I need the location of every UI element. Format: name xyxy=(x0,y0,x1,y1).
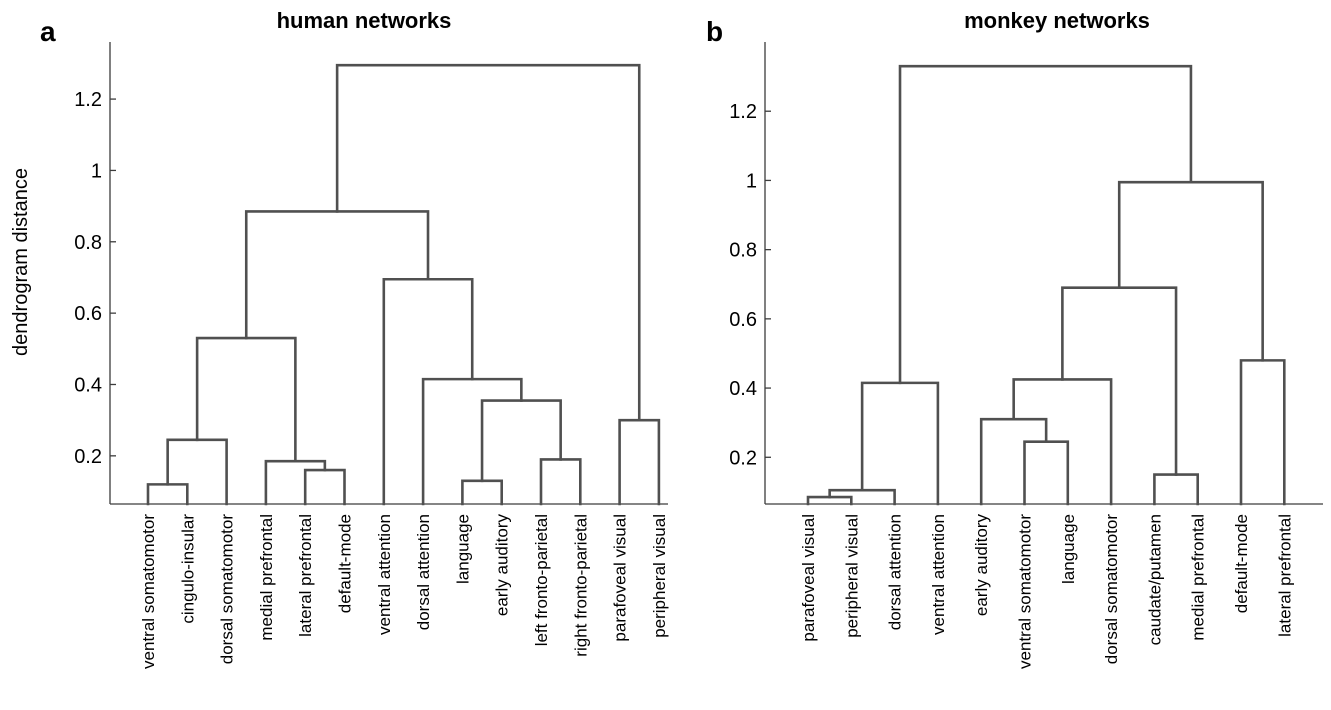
panel-a-link xyxy=(166,438,228,506)
panel-a-link xyxy=(421,377,523,506)
panel-a-link xyxy=(382,277,474,506)
panel-a-y-tick-label: 0.4 xyxy=(74,374,102,396)
panel-b-link xyxy=(898,64,1193,385)
panel-b-leaf-label: dorsal attention xyxy=(886,514,905,630)
panel-b-leaf-label: peripheral visual xyxy=(842,514,861,638)
panel-b-leaf-labels: parafoveal visual peripheral visual dorsal… xyxy=(799,514,1294,669)
panel-b-letter: b xyxy=(706,16,723,47)
panel-b-link xyxy=(1153,473,1199,506)
panel-b-y-tick-label: 0.4 xyxy=(729,378,757,400)
panel-a-leaf-label: right fronto-parietal xyxy=(571,514,590,657)
panel-b-axes: 0.2 0.4 0.6 0.8 1 1.2 xyxy=(729,42,1323,505)
panel-b-y-tick-label: 0.2 xyxy=(729,447,757,469)
panel-a-leaf-label: parafoveal visual xyxy=(611,514,630,642)
panel-b-leaf-label: ventral attention xyxy=(929,514,948,635)
panel-a-leaf-labels: ventral somatomotor cingulo-insular dorsal… xyxy=(139,514,669,669)
panel-b-leaf-label: language xyxy=(1059,514,1078,584)
panel-b-y-tick-label: 1 xyxy=(746,170,757,192)
panel-a: a human networks dendrogram distance 0.2… xyxy=(10,8,669,669)
panel-b-leaf-label: ventral somatomotor xyxy=(1016,514,1035,669)
panel-a-axes: 0.2 0.4 0.6 0.8 1 1.2 xyxy=(74,42,668,505)
panel-b-link xyxy=(979,417,1048,506)
panel-a-leaf-label: cingulo-insular xyxy=(178,514,197,624)
panel-b-link xyxy=(1023,440,1070,506)
panel-a-y-tick-label: 0.8 xyxy=(74,232,102,254)
panel-a-letter: a xyxy=(40,16,56,47)
panel-a-link xyxy=(303,468,346,506)
panel-a-title: human networks xyxy=(277,8,452,33)
panel-a-leaf-label: medial prefrontal xyxy=(257,514,276,641)
panel-a-leaf-label: ventral somatomotor xyxy=(139,514,158,669)
panel-b-leaf-label: dorsal somatomotor xyxy=(1102,514,1121,665)
panel-b-leaf-label: default-mode xyxy=(1232,514,1251,613)
panel-a-y-tick-label: 0.2 xyxy=(74,446,102,468)
panel-b-link xyxy=(1061,286,1178,476)
panel-b-y-tick-label: 0.6 xyxy=(729,309,757,331)
panel-b-link xyxy=(860,381,940,506)
panel-a-y-tick-label: 1.2 xyxy=(74,89,102,111)
panel-b-links xyxy=(806,64,1286,506)
panel-b-y-tick-label: 0.8 xyxy=(729,240,757,262)
panel-b-leaf-label: lateral prefrontal xyxy=(1275,514,1294,637)
panel-a-y-tick-label: 1 xyxy=(91,160,102,182)
panel-b-leaf-label: parafoveal visual xyxy=(799,514,818,642)
panel-a-leaf-label: lateral prefrontal xyxy=(296,514,315,637)
panel-b-leaf-label: early auditory xyxy=(972,514,991,617)
panel-a-links xyxy=(146,63,661,506)
panel-a-link xyxy=(461,479,503,506)
panel-b: b monkey networks 0.2 0.4 0.6 0.8 1 1.2 paraf… xyxy=(706,8,1323,669)
panel-a-link xyxy=(146,483,189,506)
panel-a-leaf-label: peripheral visual xyxy=(650,514,669,638)
panel-a-leaf-label: language xyxy=(453,514,472,584)
panel-a-leaf-label: ventral attention xyxy=(375,514,394,635)
panel-a-link xyxy=(264,459,327,506)
panel-b-link xyxy=(1239,359,1286,506)
panel-a-link xyxy=(195,336,297,463)
panel-a-link xyxy=(244,210,430,340)
panel-a-link xyxy=(618,418,661,506)
panel-a-leaf-label: dorsal attention xyxy=(414,514,433,630)
panel-a-link xyxy=(335,63,641,422)
panel-a-link xyxy=(480,399,562,483)
panel-a-link xyxy=(539,458,582,506)
panel-b-y-tick-label: 1.2 xyxy=(729,101,757,123)
panel-b-title: monkey networks xyxy=(964,8,1150,33)
panel-a-leaf-label: left fronto-parietal xyxy=(532,514,551,646)
panel-a-leaf-label: dorsal somatomotor xyxy=(218,514,237,665)
panel-b-leaf-label: caudate/putamen xyxy=(1145,514,1164,645)
panel-a-y-axis-label: dendrogram distance xyxy=(10,168,32,356)
panel-b-leaf-label: medial prefrontal xyxy=(1189,514,1208,641)
panel-a-y-tick-label: 0.6 xyxy=(74,303,102,325)
panel-b-link xyxy=(1117,180,1264,362)
panel-a-leaf-label: early auditory xyxy=(493,514,512,617)
panel-a-leaf-label: default-mode xyxy=(336,514,355,613)
